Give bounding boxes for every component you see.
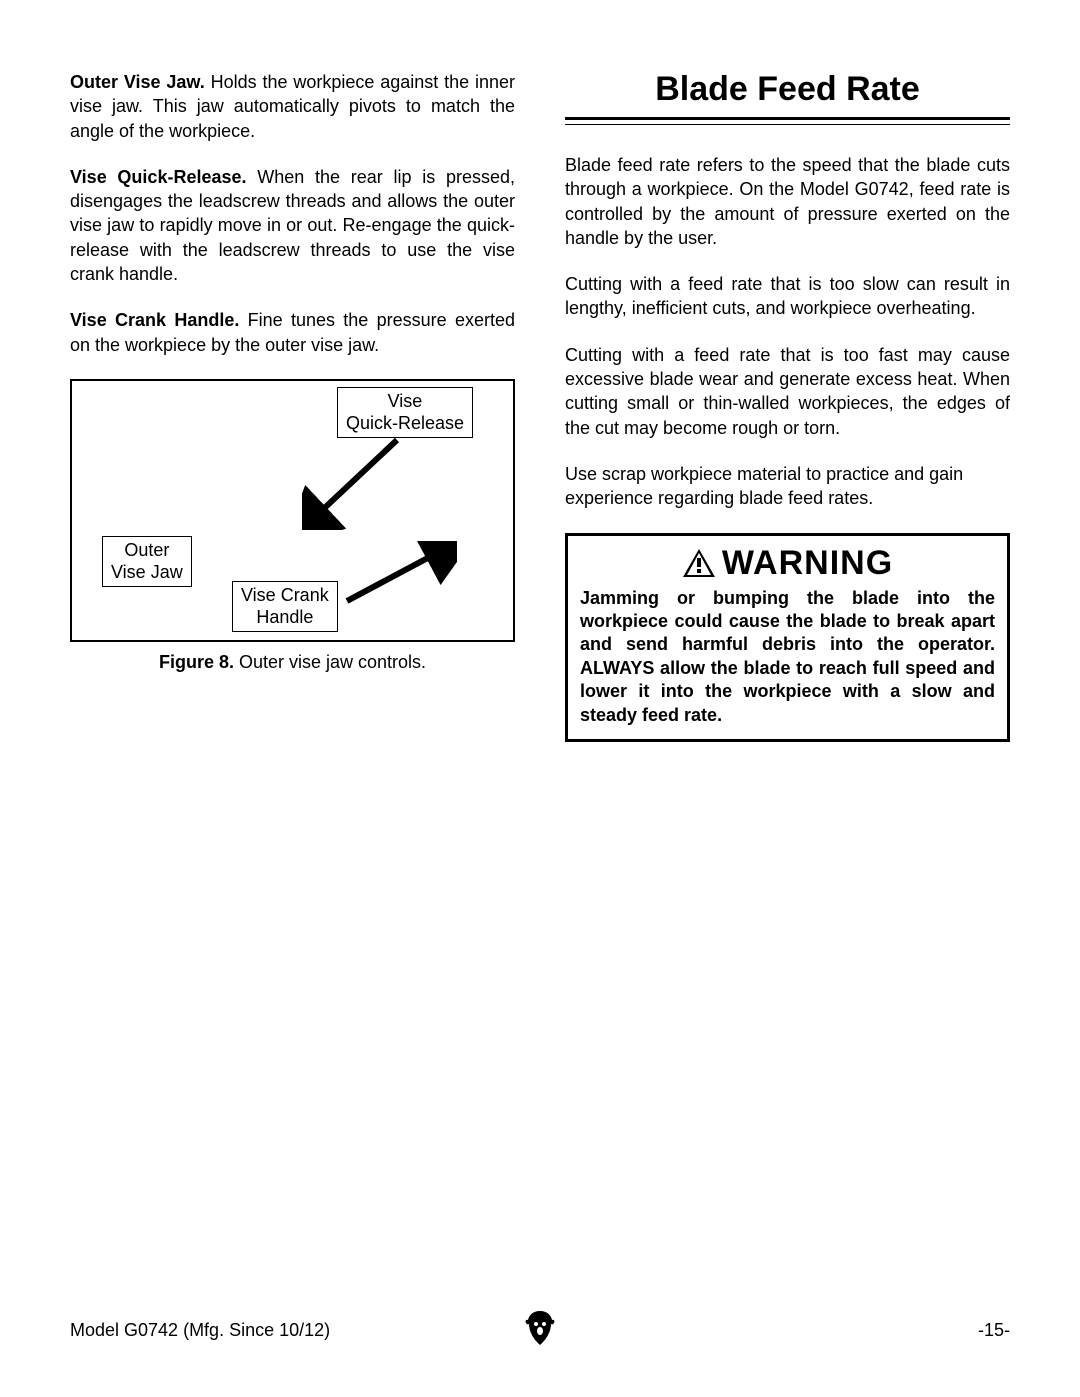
figure-caption: Figure 8. Outer vise jaw controls. <box>70 652 515 673</box>
para-feed-1: Blade feed rate refers to the speed that… <box>565 153 1010 250</box>
para-outer-vise-jaw: Outer Vise Jaw. Holds the workpiece agai… <box>70 70 515 143</box>
figure-label-crank: Vise Crank Handle <box>232 581 338 632</box>
figure-label-quick-release: Vise Quick-Release <box>337 387 473 438</box>
left-column: Outer Vise Jaw. Holds the workpiece agai… <box>70 70 515 742</box>
title-rule-thick <box>565 117 1010 120</box>
para-quick-release: Vise Quick-Release. When the rear lip is… <box>70 165 515 286</box>
figure-label-crank-l2: Handle <box>241 606 329 629</box>
lead-quick-release: Vise Quick-Release. <box>70 167 247 187</box>
para-crank-handle: Vise Crank Handle. Fine tunes the pressu… <box>70 308 515 357</box>
lead-outer-vise-jaw: Outer Vise Jaw. <box>70 72 205 92</box>
warning-box: WARNING Jamming or bumping the blade int… <box>565 533 1010 742</box>
warning-triangle-icon <box>682 548 716 578</box>
arrow-crank-icon <box>337 541 457 611</box>
figure-caption-rest: Outer vise jaw controls. <box>234 652 426 672</box>
warning-header: WARNING <box>580 544 995 583</box>
page-content: Outer Vise Jaw. Holds the workpiece agai… <box>0 0 1080 742</box>
title-rule-thin <box>565 124 1010 125</box>
para-feed-4: Use scrap workpiece material to practice… <box>565 462 1010 511</box>
para-feed-2: Cutting with a feed rate that is too slo… <box>565 272 1010 321</box>
figure-label-outer-l2: Vise Jaw <box>111 561 183 584</box>
arrow-quick-release-icon <box>302 435 412 530</box>
figure-label-outer: Outer Vise Jaw <box>102 536 192 587</box>
section-title: Blade Feed Rate <box>565 70 1010 109</box>
footer-logo-icon <box>523 1309 557 1352</box>
figure-label-quick-release-l2: Quick-Release <box>346 412 464 435</box>
figure-caption-bold: Figure 8. <box>159 652 234 672</box>
figure-box: Vise Quick-Release Outer Vise Jaw Vise C… <box>70 379 515 642</box>
footer-page-number: -15- <box>978 1320 1010 1341</box>
para-feed-3: Cutting with a feed rate that is too fas… <box>565 343 1010 440</box>
figure-label-quick-release-l1: Vise <box>346 390 464 413</box>
footer-model: Model G0742 (Mfg. Since 10/12) <box>70 1320 330 1341</box>
page-footer: Model G0742 (Mfg. Since 10/12) -15- <box>70 1320 1010 1341</box>
warning-body: Jamming or bumping the blade into the wo… <box>580 587 995 727</box>
figure-label-outer-l1: Outer <box>111 539 183 562</box>
figure-label-crank-l1: Vise Crank <box>241 584 329 607</box>
right-column: Blade Feed Rate Blade feed rate refers t… <box>565 70 1010 742</box>
warning-label: WARNING <box>722 544 893 583</box>
lead-crank-handle: Vise Crank Handle. <box>70 310 239 330</box>
